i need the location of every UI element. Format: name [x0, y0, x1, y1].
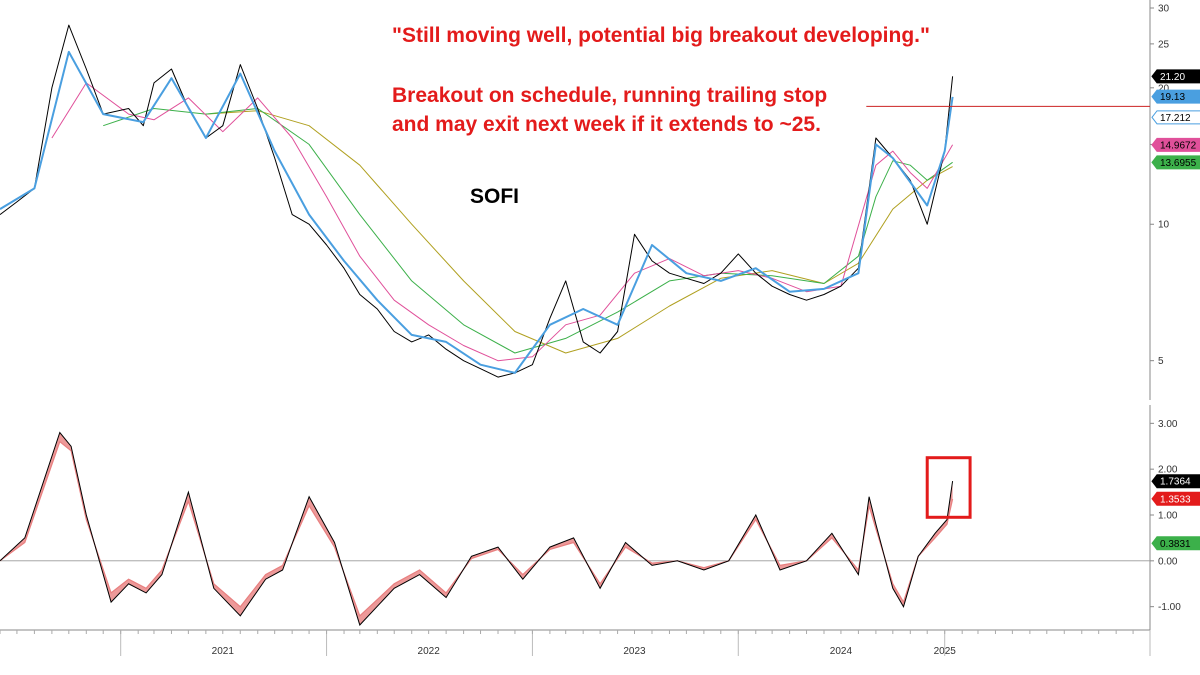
- highlight-box: [925, 456, 972, 519]
- osc-last-value-tag-2: 0.3831: [1151, 536, 1200, 551]
- osc-fill: [0, 432, 953, 625]
- price-last-value-tag-0: 21.20: [1151, 69, 1200, 84]
- price-last-value-tag-3: 14.9672: [1151, 137, 1200, 152]
- price-y-tick-label: 25: [1158, 39, 1170, 50]
- osc-y-tick-label: 3.00: [1158, 419, 1178, 430]
- series-price: [0, 24, 954, 378]
- osc-y-tick-label: 0.00: [1158, 556, 1178, 567]
- osc-last-value-tag-0-bg: [1151, 474, 1200, 489]
- annotation-quote: "Still moving well, potential big breako…: [392, 24, 930, 47]
- price-y-tick-label: 5: [1158, 356, 1164, 367]
- series-ma_mid1: [51, 82, 954, 362]
- price-last-value-tag-4-bg: [1151, 155, 1200, 170]
- price-last-value-tag-4: 13.6955: [1151, 155, 1200, 170]
- ticker-label: SOFI: [470, 185, 520, 208]
- osc-last-value-tag-1: 1.3533: [1151, 491, 1200, 506]
- series-ma_fast: [0, 50, 954, 374]
- annotation-note-line1: Breakout on schedule, running trailing s…: [392, 84, 828, 107]
- price-y-tick-label: 30: [1158, 4, 1170, 15]
- price-y-tick-label: 10: [1158, 220, 1170, 231]
- price-last-value-tag-4-text: 13.6955: [1160, 158, 1197, 169]
- osc-last-value-tag-2-text: 0.3831: [1160, 539, 1191, 550]
- series-oscillator-slow: [0, 440, 954, 617]
- series-ma_slow: [205, 110, 953, 354]
- osc-last-value-tag-2-bg: [1151, 536, 1200, 551]
- x-tick-label: 2023: [623, 646, 646, 657]
- price-last-value-tag-2-bg: [1151, 110, 1200, 125]
- osc-last-value-tag-0-text: 1.7364: [1160, 477, 1191, 488]
- price-last-value-tag-1-text: 19.13: [1160, 92, 1185, 103]
- price-last-value-tag-0-bg: [1151, 69, 1200, 84]
- x-tick-label: 2021: [212, 646, 235, 657]
- x-tick-label: 2024: [830, 646, 853, 657]
- price-panel: 5101520253021.2019.1317.21214.967213.695…: [0, 0, 1200, 400]
- osc-y-tick-label: 1.00: [1158, 511, 1178, 522]
- osc-y-tick-label: 2.00: [1158, 465, 1178, 476]
- price-last-value-tag-1-bg: [1151, 89, 1200, 104]
- series-ma_mid2: [103, 108, 953, 354]
- osc-last-value-tag-1-bg: [1151, 491, 1200, 506]
- price-last-value-tag-2: 17.212: [1151, 110, 1200, 125]
- price-last-value-tag-3-text: 14.9672: [1160, 140, 1197, 151]
- price-last-value-tag-1: 19.13: [1151, 89, 1200, 104]
- osc-last-value-tag-1-text: 1.3533: [1160, 494, 1191, 505]
- annotation-note-line2: and may exit next week if it extends to …: [392, 113, 821, 136]
- price-last-value-tag-0-text: 21.20: [1160, 72, 1185, 83]
- price-last-value-tag-3-bg: [1151, 137, 1200, 152]
- price-last-value-tag-2-text: 17.212: [1160, 113, 1191, 124]
- osc-last-value-tag-0: 1.7364: [1151, 474, 1200, 489]
- x-tick-label: 2022: [418, 646, 441, 657]
- x-axis: 2021 2022 2023 2024 2025: [0, 629, 1151, 657]
- series-oscillator-fast: [0, 431, 954, 626]
- oscillator-panel: -1.00 0.00 1.00 2.00 3.00 1.7364 1.3533 0.3831: [0, 405, 1200, 630]
- price-y-tick-label: 20: [1158, 83, 1170, 94]
- osc-y-tick-label: -1.00: [1158, 602, 1181, 613]
